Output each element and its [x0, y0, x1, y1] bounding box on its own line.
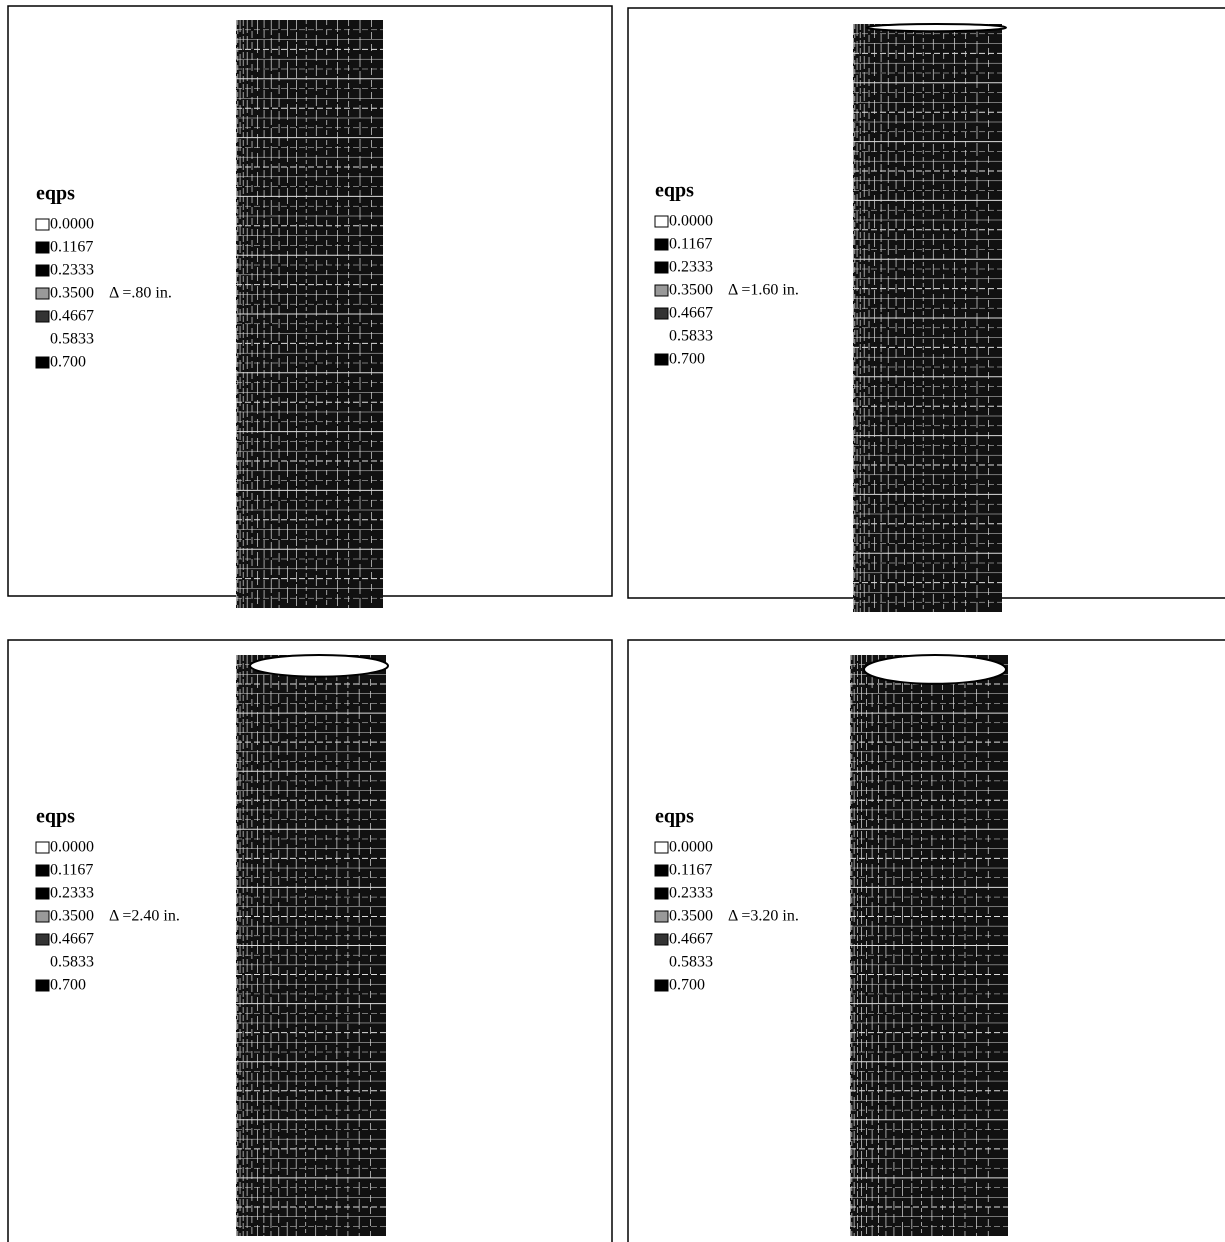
legend-swatch	[36, 934, 49, 945]
legend-swatch	[36, 242, 49, 253]
legend-swatch	[36, 865, 49, 876]
legend-swatch	[36, 980, 49, 991]
legend-label: 0.0000	[669, 839, 713, 856]
legend-label: 0.4667	[669, 931, 713, 948]
legend-label: 0.3500	[50, 908, 94, 925]
displacement-label: Δ =.80 in.	[109, 285, 172, 302]
cylinder-mesh	[850, 655, 1008, 1236]
legend-label: 0.5833	[669, 328, 713, 345]
displacement-label: Δ =1.60 in.	[728, 282, 799, 299]
legend-label: 0.2333	[669, 259, 713, 276]
cylinder-mesh	[236, 20, 383, 608]
legend-swatch	[655, 262, 668, 273]
legend-swatch	[36, 911, 49, 922]
figure: eqps 0.0000 0.1167 0.2333 0.3500 Δ =.80 in. 0.…	[0, 0, 1225, 1242]
legend-label: 0.0000	[50, 216, 94, 233]
legend-swatch	[655, 911, 668, 922]
legend-swatch	[655, 285, 668, 296]
legend-label: 0.1167	[669, 862, 712, 879]
legend-title: eqps	[36, 806, 75, 828]
legend-label: 0.5833	[50, 331, 94, 348]
legend-swatch	[655, 308, 668, 319]
legend-label: 0.2333	[669, 885, 713, 902]
legend-label: 0.700	[669, 351, 705, 368]
legend-label: 0.1167	[50, 239, 93, 256]
legend-swatch	[36, 265, 49, 276]
legend-label: 0.5833	[50, 954, 94, 971]
legend-swatch	[655, 865, 668, 876]
legend-swatch	[36, 311, 49, 322]
legend-swatch	[655, 239, 668, 250]
legend-label: 0.3500	[50, 285, 94, 302]
legend-label: 0.5833	[669, 954, 713, 971]
cylinder-opening	[867, 24, 1006, 31]
legend-label: 0.0000	[50, 839, 94, 856]
legend-label: 0.4667	[669, 305, 713, 322]
legend-swatch	[36, 842, 49, 853]
legend-label: 0.4667	[50, 308, 94, 325]
legend-label: 0.700	[50, 977, 86, 994]
cylinder-opening	[250, 655, 388, 677]
legend-label: 0.2333	[50, 885, 94, 902]
legend-swatch	[36, 357, 49, 368]
legend-swatch	[655, 354, 668, 365]
legend-title: eqps	[36, 183, 75, 205]
legend-title: eqps	[655, 806, 694, 828]
displacement-label: Δ =2.40 in.	[109, 908, 180, 925]
legend-label: 0.2333	[50, 262, 94, 279]
legend-swatch	[36, 219, 49, 230]
displacement-label: Δ =3.20 in.	[728, 908, 799, 925]
cylinder-opening	[864, 655, 1006, 684]
legend-label: 0.1167	[669, 236, 712, 253]
legend-label: 0.3500	[669, 908, 713, 925]
cylinder-mesh	[236, 655, 388, 1236]
legend-swatch	[655, 934, 668, 945]
legend-swatch	[36, 288, 49, 299]
legend-swatch	[655, 980, 668, 991]
legend-swatch	[36, 888, 49, 899]
legend-label: 0.700	[50, 354, 86, 371]
legend-label: 0.4667	[50, 931, 94, 948]
legend-swatch	[655, 888, 668, 899]
legend-label: 0.0000	[669, 213, 713, 230]
legend-swatch	[655, 842, 668, 853]
legend-label: 0.3500	[669, 282, 713, 299]
legend-swatch	[655, 216, 668, 227]
legend-title: eqps	[655, 180, 694, 202]
legend-label: 0.1167	[50, 862, 93, 879]
cylinder-mesh	[853, 24, 1006, 612]
legend-label: 0.700	[669, 977, 705, 994]
